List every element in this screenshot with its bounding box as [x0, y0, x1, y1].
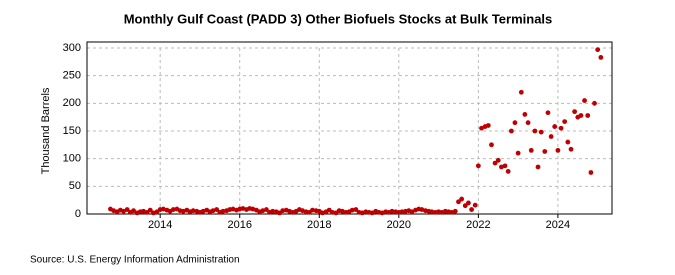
- data-point: [582, 98, 587, 103]
- data-point: [479, 125, 484, 131]
- data-point: [170, 207, 176, 212]
- y-axis-label: Thousand Barrels: [40, 87, 52, 174]
- chart-title: Monthly Gulf Coast (PADD 3) Other Biofue…: [124, 11, 553, 26]
- data-point: [538, 129, 544, 135]
- data-point: [518, 89, 524, 95]
- data-point: [508, 128, 514, 134]
- data-point: [369, 210, 375, 216]
- data-point: [131, 208, 136, 214]
- x-tick-label: 2020: [387, 219, 411, 231]
- data-point: [528, 147, 534, 153]
- data-point: [525, 120, 531, 126]
- data-point: [466, 200, 471, 206]
- data-point: [502, 163, 508, 169]
- source-note: Source: U.S. Energy Information Administ…: [30, 255, 240, 266]
- data-point: [542, 149, 548, 154]
- data-point: [522, 112, 528, 117]
- data-point: [399, 209, 405, 215]
- y-tick-label: 100: [63, 153, 81, 165]
- x-tick-label: 2024: [546, 219, 570, 231]
- data-point: [409, 209, 415, 215]
- data-point: [489, 142, 494, 148]
- data-point: [505, 168, 511, 174]
- y-tick-label: 50: [69, 180, 81, 192]
- data-point: [492, 160, 498, 166]
- data-point: [535, 164, 541, 170]
- data-point: [552, 124, 558, 129]
- data-point: [565, 139, 571, 145]
- data-point: [124, 207, 130, 212]
- data-point: [588, 170, 594, 175]
- data-point: [220, 208, 226, 214]
- data-point: [562, 119, 568, 124]
- data-point: [592, 100, 597, 106]
- data-point: [462, 203, 468, 209]
- data-point: [389, 208, 395, 214]
- data-point: [585, 113, 591, 118]
- data-point: [349, 207, 355, 213]
- data-point: [545, 110, 551, 116]
- x-tick-label: 2018: [307, 219, 331, 231]
- y-tick-label: 200: [63, 97, 81, 109]
- data-point: [214, 207, 220, 212]
- data-point: [515, 150, 521, 156]
- data-point: [456, 199, 461, 205]
- data-point: [475, 163, 481, 169]
- data-point: [353, 207, 359, 212]
- y-tick-label: 250: [63, 70, 81, 82]
- data-point: [555, 147, 561, 153]
- data-point: [598, 55, 604, 60]
- data-point: [578, 113, 584, 118]
- data-point: [485, 123, 491, 128]
- data-point: [512, 120, 518, 126]
- data-point: [121, 208, 126, 214]
- x-tick-label: 2014: [148, 219, 172, 231]
- data-point: [459, 196, 465, 202]
- data-point: [469, 207, 475, 212]
- data-point: [263, 207, 269, 212]
- y-tick-label: 150: [63, 125, 81, 137]
- data-point: [532, 128, 538, 134]
- data-point: [310, 207, 315, 213]
- y-tick-label: 0: [75, 208, 81, 220]
- data-point: [190, 208, 196, 214]
- data-point: [568, 146, 574, 152]
- data-point: [270, 208, 276, 214]
- data-point: [147, 207, 153, 213]
- data-point: [429, 209, 435, 215]
- data-point: [595, 47, 601, 53]
- data-point: [558, 125, 564, 131]
- plot-frame: [86, 41, 613, 215]
- data-point: [572, 109, 578, 115]
- data-point: [548, 134, 554, 139]
- x-tick-label: 2022: [466, 219, 490, 231]
- data-point: [472, 202, 478, 208]
- data-point: [280, 208, 286, 214]
- y-tick-label: 300: [63, 42, 81, 54]
- data-point: [452, 208, 458, 214]
- data-point: [329, 209, 335, 215]
- data-point: [495, 157, 501, 163]
- x-tick-label: 2016: [227, 219, 251, 231]
